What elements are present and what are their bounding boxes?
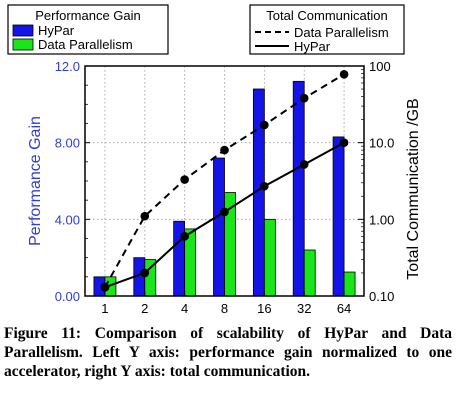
legend-left-title: Performance Gain <box>35 8 141 23</box>
axes-group: 1 2 4 8 16 32 64 0.00 4.00 8.00 12.0 Performance Ga… <box>27 59 422 316</box>
point-data-parallelism-64 <box>339 69 349 79</box>
right-axis-label: Total Communication /GB <box>405 98 422 279</box>
scalability-chart: 1 2 4 8 16 32 64 0.00 4.00 8.00 12.0 Performance Ga… <box>7 4 422 316</box>
x-tick-label: 64 <box>337 301 351 316</box>
point-hypar-32 <box>299 160 309 169</box>
right-tick-label: 100 <box>369 59 391 74</box>
bar-hypar-32 <box>292 80 305 297</box>
right-tick-label: 1.00 <box>369 212 394 227</box>
left-tick-label: 4.00 <box>55 212 80 227</box>
bar-data-parallelism-16 <box>263 218 276 297</box>
left-axis-label: Performance Gain <box>27 116 44 246</box>
x-tick-label: 2 <box>141 301 148 316</box>
point-hypar-16 <box>260 181 269 191</box>
bar-data-parallelism-32 <box>303 249 316 297</box>
legend-left-frame <box>7 4 169 55</box>
point-hypar-2 <box>140 268 150 278</box>
legend-right-entry: Data Parallelism <box>294 25 389 40</box>
bar-hypar-8 <box>213 157 225 297</box>
x-tick-label: 1 <box>101 301 108 316</box>
right-tick-label: 10.0 <box>369 136 394 151</box>
left-tick-label: 12.0 <box>55 59 80 74</box>
legend-left-swatch-1 <box>12 38 34 51</box>
figure-caption: Figure 11: Comparison of scalability of … <box>4 325 452 380</box>
point-hypar-4 <box>180 232 189 241</box>
legend-left-swatch-0 <box>12 24 34 37</box>
right-tick-label: 0.10 <box>369 289 394 304</box>
x-tick-label: 8 <box>221 301 228 316</box>
legend-left-entry: HyPar <box>38 23 75 38</box>
point-hypar-1 <box>100 282 110 292</box>
point-data-parallelism-32 <box>299 93 309 103</box>
left-tick-label: 8.00 <box>55 136 80 151</box>
bar-hypar-64 <box>332 136 345 297</box>
point-hypar-64 <box>339 138 349 147</box>
point-data-parallelism-4 <box>180 175 189 184</box>
legend-right-title: Total Communication <box>266 8 387 23</box>
x-tick-label: 32 <box>297 301 311 316</box>
left-tick-label: 0.00 <box>55 289 80 304</box>
legend-left-entry: Data Parallelism <box>38 37 133 52</box>
point-data-parallelism-8 <box>220 145 229 155</box>
legend-right-entry: HyPar <box>294 39 331 54</box>
point-data-parallelism-2 <box>140 211 150 221</box>
x-tick-label: 16 <box>257 301 271 316</box>
bars-group <box>93 80 356 297</box>
x-tick-label: 4 <box>181 301 188 316</box>
lines-group <box>100 69 349 292</box>
point-hypar-8 <box>220 207 229 217</box>
point-data-parallelism-16 <box>260 120 269 130</box>
bar-data-parallelism-64 <box>343 271 356 297</box>
